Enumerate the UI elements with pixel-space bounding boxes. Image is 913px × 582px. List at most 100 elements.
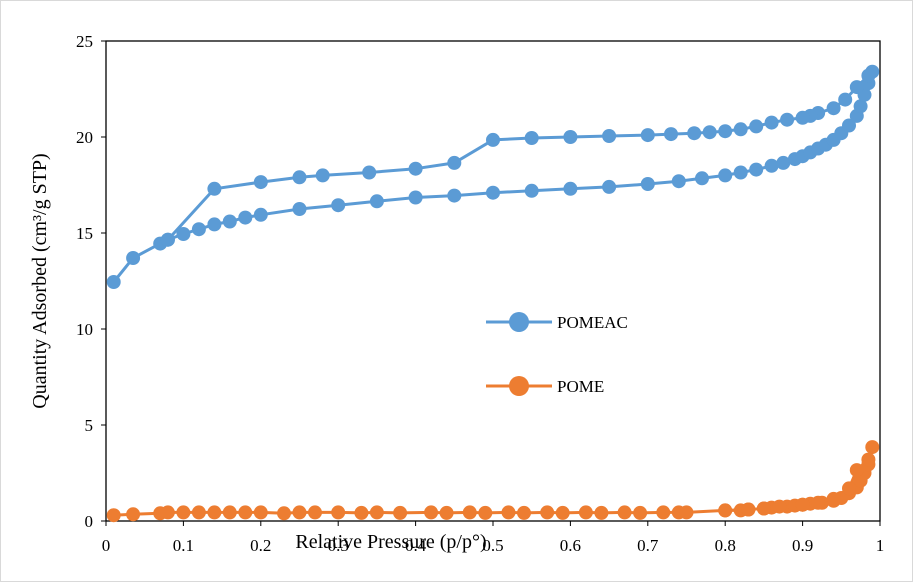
data-point [664, 127, 678, 142]
data-point [679, 505, 694, 520]
y-tick-label: 5 [85, 416, 94, 435]
data-point [191, 222, 206, 237]
y-tick-label: 25 [76, 32, 93, 51]
data-point [238, 505, 253, 520]
data-point [222, 505, 237, 520]
data-point [749, 119, 764, 134]
data-point [578, 505, 593, 520]
legend-swatch-marker [509, 312, 529, 332]
data-point [253, 207, 268, 222]
data-point [640, 177, 655, 191]
y-tick-label: 20 [76, 128, 93, 147]
data-point [331, 505, 346, 520]
data-point [354, 505, 369, 520]
data-point [408, 161, 423, 176]
data-point [369, 505, 384, 520]
data-point [222, 214, 237, 229]
data-point [486, 132, 500, 147]
data-point [439, 505, 454, 520]
x-tick-label: 0.3 [328, 536, 349, 555]
x-tick-label: 0.7 [637, 536, 659, 555]
data-point [671, 174, 686, 189]
data-point [695, 171, 709, 186]
x-tick-label: 0.8 [715, 536, 736, 555]
legend-item: POMEAC [486, 312, 628, 332]
data-point [408, 190, 423, 205]
x-tick-label: 0 [102, 536, 111, 555]
data-point [842, 118, 856, 133]
data-point [563, 130, 578, 144]
data-point [253, 175, 268, 190]
plot-border [105, 40, 881, 522]
x-tick-label: 0.2 [250, 536, 271, 555]
data-point [207, 505, 222, 520]
data-point [838, 92, 853, 107]
data-point [126, 251, 141, 265]
data-point [315, 168, 330, 183]
data-point [826, 491, 841, 506]
data-point [176, 227, 191, 241]
data-point [176, 505, 191, 520]
data-point [462, 505, 477, 520]
data-point [524, 183, 539, 198]
data-point [764, 115, 779, 130]
legend-item: POME [486, 376, 604, 396]
data-point [718, 124, 733, 139]
data-point [308, 505, 322, 520]
x-tick-label: 0.1 [173, 536, 194, 555]
data-point [718, 503, 733, 518]
data-point [106, 508, 121, 523]
data-point [656, 505, 671, 520]
y-tick-label: 0 [85, 512, 94, 531]
data-point [555, 505, 570, 520]
x-axis-title: Relative Pressure (p/p°) [295, 531, 486, 553]
data-point [478, 505, 493, 520]
data-point [865, 440, 880, 455]
data-point [842, 481, 856, 496]
data-point [207, 217, 222, 232]
data-point [811, 495, 826, 510]
data-point [524, 131, 539, 145]
data-point [447, 155, 462, 170]
data-point [563, 181, 578, 196]
x-tick-label: 0.5 [482, 536, 503, 555]
data-point [160, 505, 175, 520]
series-pomeac [106, 64, 880, 289]
data-point [702, 125, 717, 140]
y-axis: 0 5 10 15 20 25 [76, 32, 106, 531]
y-axis-title: Quantity Adsorbed (cm³/g STP) [29, 153, 51, 408]
data-point [292, 505, 307, 520]
y-tick-label: 10 [76, 320, 93, 339]
data-point [369, 194, 384, 209]
data-point [594, 505, 609, 520]
data-point [331, 198, 346, 213]
data-point [617, 505, 632, 520]
data-point [795, 110, 810, 125]
data-point [207, 181, 222, 196]
data-point [501, 505, 516, 520]
data-point [602, 129, 617, 143]
x-tick-label: 0.4 [405, 536, 427, 555]
data-point [756, 501, 771, 516]
x-tick-label: 1 [876, 536, 885, 555]
data-point [861, 68, 876, 83]
plot-area [105, 40, 881, 522]
data-point [733, 122, 748, 137]
series-line [112, 70, 874, 283]
data-point [292, 170, 307, 185]
x-tick-label: 0.6 [560, 536, 581, 555]
data-point [826, 101, 841, 116]
legend: POMEAC POME [486, 312, 628, 396]
y-tick-label: 15 [76, 224, 93, 243]
legend-label: POMEAC [557, 313, 628, 332]
data-point [393, 505, 408, 520]
data-point [160, 232, 175, 247]
series-pome [106, 440, 880, 523]
data-point [486, 185, 500, 200]
data-point [849, 80, 864, 95]
x-tick-label: 0.9 [792, 536, 813, 555]
data-point [362, 165, 377, 180]
data-point [764, 158, 779, 173]
data-point [447, 188, 462, 203]
